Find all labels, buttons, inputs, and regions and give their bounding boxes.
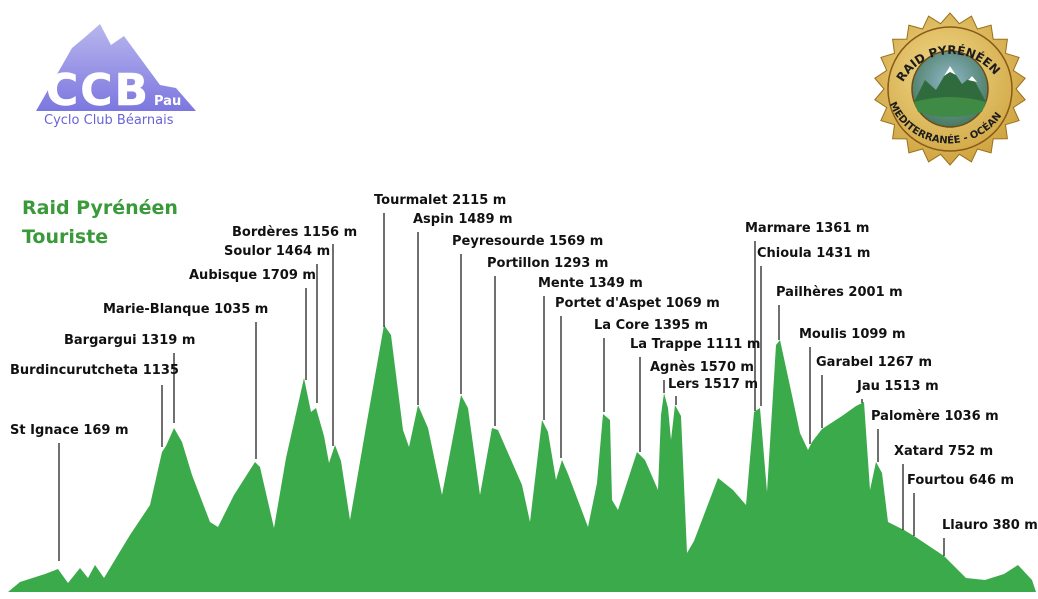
ccb-logo-city: Pau xyxy=(154,94,181,109)
pass-label-palomere: Palomère 1036 m xyxy=(871,409,999,424)
ccb-logo: CCB Pau Cyclo Club Béarnais xyxy=(36,24,196,128)
ccb-logo-club: Cyclo Club Béarnais xyxy=(44,113,174,128)
pass-label-llauro: Llauro 380 m xyxy=(942,518,1038,533)
pass-label-burdincurutcheta: Burdincurutcheta 1135 xyxy=(10,363,179,378)
pass-label-la-trappe: La Trappe 1111 m xyxy=(630,337,760,352)
pass-label-aspin: Aspin 1489 m xyxy=(413,212,513,227)
pass-label-la-core: La Core 1395 m xyxy=(594,318,708,333)
pass-label-portet-d-aspet: Portet d'Aspet 1069 m xyxy=(555,296,720,311)
pass-label-bargargui: Bargargui 1319 m xyxy=(64,333,195,348)
pass-label-pailheres: Pailhères 2001 m xyxy=(776,285,903,300)
chart-title-line-1: Raid Pyrénéen xyxy=(22,197,178,219)
pass-label-moulis: Moulis 1099 m xyxy=(799,327,906,342)
raid-pyreneen-seal: RAID PYRÉNÉEN MEDITERRANÉE - OCÉAN xyxy=(874,12,1026,166)
ccb-logo-letters: CCB xyxy=(46,65,148,116)
pass-label-peyresourde: Peyresourde 1569 m xyxy=(452,234,603,249)
pass-label-marmare: Marmare 1361 m xyxy=(745,221,869,236)
pass-label-portillon: Portillon 1293 m xyxy=(487,256,608,271)
pass-label-garabel: Garabel 1267 m xyxy=(816,355,932,370)
pass-label-tourmalet: Tourmalet 2115 m xyxy=(374,193,506,208)
pass-label-fourtou: Fourtou 646 m xyxy=(907,473,1014,488)
ccb-logo-mountain xyxy=(36,24,196,111)
seal-valley xyxy=(914,97,986,117)
pass-labels-layer: St Ignace 169 m Burdincurutcheta 1135 Barg… xyxy=(10,193,1038,561)
pass-label-marie-blanque: Marie-Blanque 1035 m xyxy=(103,302,268,317)
seal-mountains xyxy=(914,66,986,102)
pass-label-aubisque: Aubisque 1709 m xyxy=(189,268,316,283)
pass-label-xatard: Xatard 752 m xyxy=(894,444,993,459)
pass-label-borderes: Bordères 1156 m xyxy=(232,225,357,240)
pass-label-mente: Mente 1349 m xyxy=(538,276,643,291)
seal-ring xyxy=(887,26,1013,152)
pass-label-chioula: Chioula 1431 m xyxy=(757,246,870,261)
elevation-profile-area xyxy=(8,325,1036,592)
seal-snow xyxy=(944,66,977,82)
chart-title-line-2: Touriste xyxy=(22,226,108,248)
pass-label-lers: Lers 1517 m xyxy=(668,377,758,392)
pass-label-soulor: Soulor 1464 m xyxy=(224,244,330,259)
pass-label-st-ignace: St Ignace 169 m xyxy=(10,423,129,438)
pass-label-agnes: Agnès 1570 m xyxy=(650,360,754,375)
pass-label-jau: Jau 1513 m xyxy=(856,379,939,394)
